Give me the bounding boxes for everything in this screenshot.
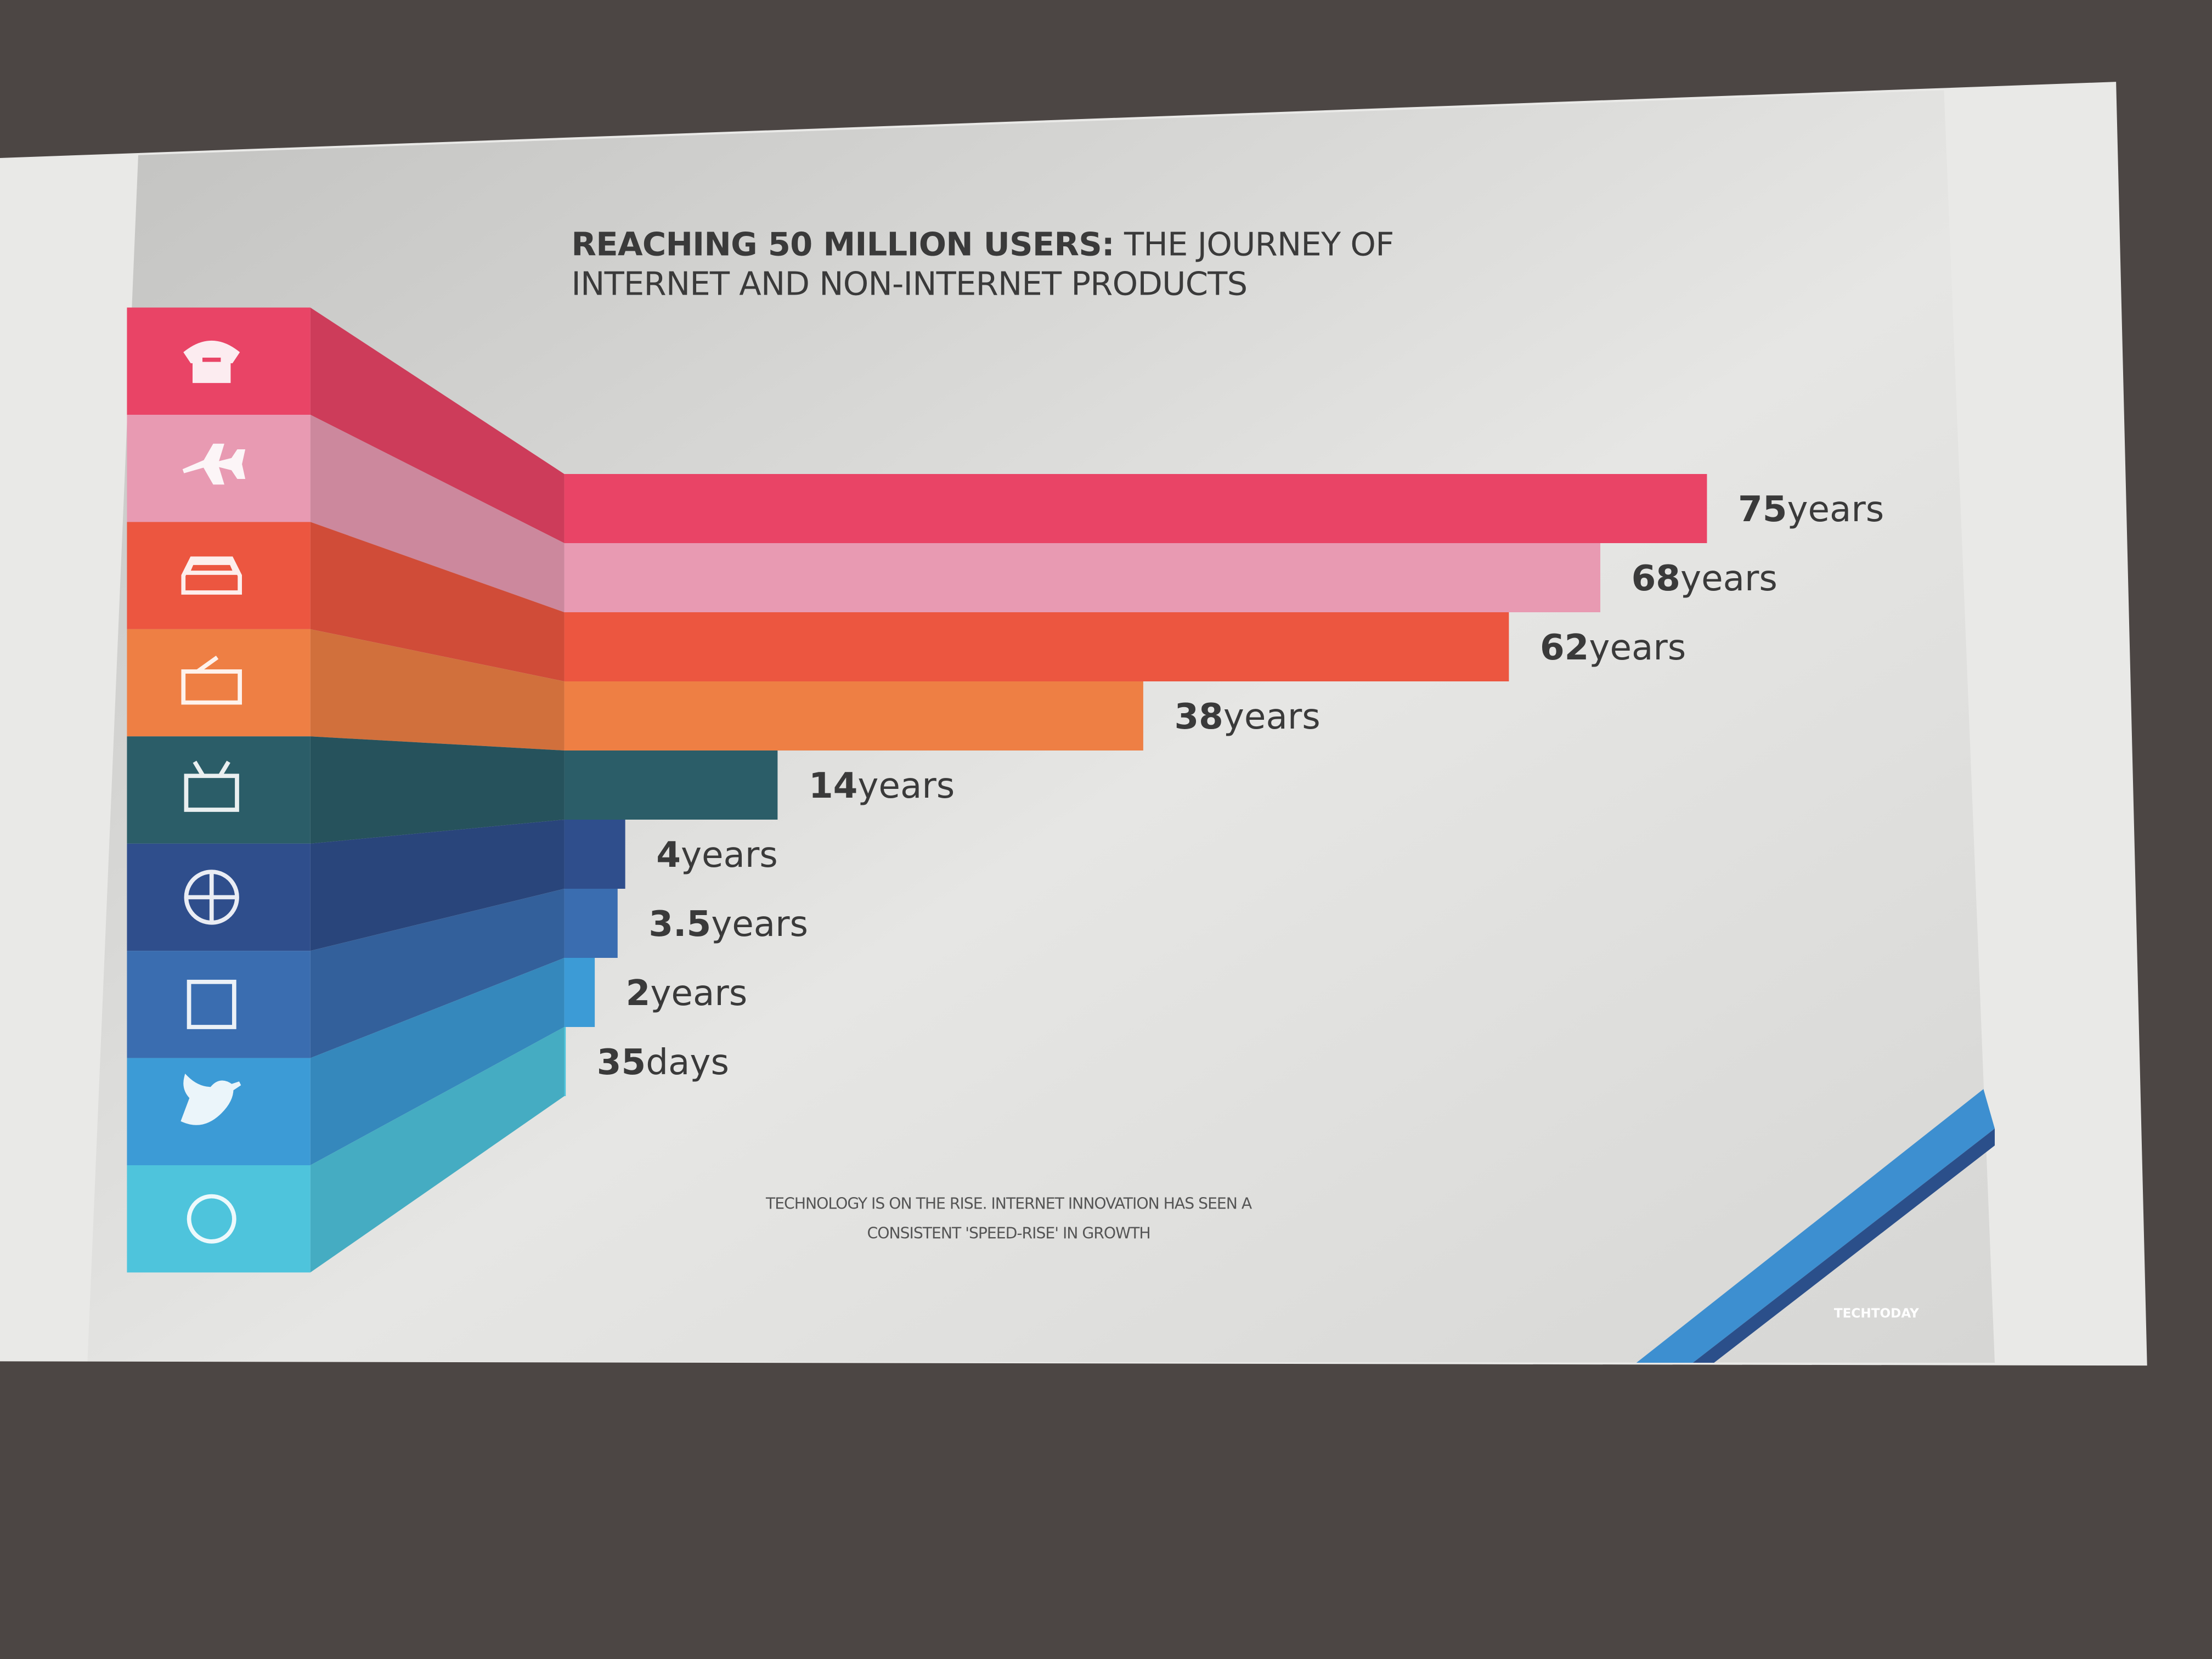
fold (310, 820, 565, 951)
category-block (127, 736, 311, 844)
fold (310, 889, 565, 1058)
value-label: 38years (1174, 696, 1320, 737)
value-label: 68years (1632, 558, 1778, 599)
corner-stripe (1636, 1089, 1995, 1363)
category-icon (181, 556, 242, 595)
bar (564, 820, 625, 889)
bar (564, 958, 595, 1027)
bar (564, 474, 1707, 543)
fold (310, 1027, 565, 1273)
category-block (127, 1165, 311, 1273)
category-block (127, 307, 311, 415)
value-label: 35days (597, 1042, 729, 1083)
bar (564, 543, 1601, 612)
title-block: REACHING 50 MILLION USERS: THE JOURNEY O… (571, 225, 1474, 304)
category-icon (182, 443, 246, 485)
category-icon (187, 1194, 236, 1244)
chart-title: REACHING 50 MILLION USERS: (571, 227, 1114, 264)
bar (564, 1027, 566, 1096)
fold (310, 958, 565, 1165)
category-icon (183, 341, 240, 383)
fold (310, 736, 565, 844)
category-icon (184, 760, 239, 812)
fold (310, 307, 565, 543)
value-label: 2years (626, 973, 748, 1014)
note-block: TECHNOLOGY IS ON THE RISE. INTERNET INNO… (765, 1195, 1252, 1243)
bar (564, 612, 1509, 681)
title-text: REACHING 50 MILLION USERS: THE JOURNEY O… (571, 225, 1474, 304)
value-label: 3.5years (648, 904, 808, 945)
fold (310, 522, 565, 681)
category-block (127, 629, 311, 737)
category-icon (180, 1074, 241, 1125)
bar (564, 889, 618, 958)
value-label: 14years (809, 765, 955, 806)
bar (564, 751, 778, 820)
rows: 75years 68years 62years 38years 14years 4year… (127, 307, 1884, 1273)
value-label: 4years (656, 834, 778, 876)
value-label: 75years (1738, 489, 1884, 530)
category-block (127, 522, 311, 629)
logo: TECHTODAY (1834, 1307, 1919, 1321)
fold (310, 629, 565, 751)
category-icon (184, 870, 239, 925)
fold (310, 415, 565, 612)
bar (564, 681, 1143, 751)
footnote: TECHNOLOGY IS ON THE RISE. INTERNET INNO… (765, 1195, 1252, 1243)
value-label: 62years (1540, 627, 1686, 668)
chart-subtitle: THE JOURNEY OF INTERNET AND NON-INTERNET… (571, 227, 1394, 303)
category-icon (181, 656, 242, 705)
category-icon (187, 979, 236, 1029)
category-block (127, 951, 311, 1058)
